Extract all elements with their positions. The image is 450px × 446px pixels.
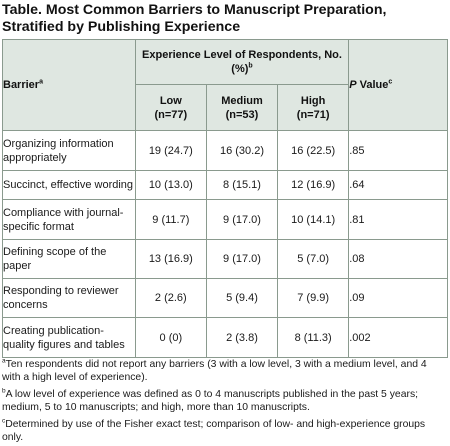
header-low-n: (n=77) <box>154 108 188 121</box>
cell-p-value: .002 <box>348 317 448 358</box>
header-experience-label: Experience Level of Respondents, No. (%) <box>142 49 342 75</box>
header-row-2: Low (n=77) Medium (n=53) High (n=71) <box>3 84 448 131</box>
cell-medium: 5 (9.4) <box>205 278 279 318</box>
header-high-label: High <box>300 94 326 107</box>
footnote-b-mark: b <box>2 387 6 395</box>
footnote-a-mark: a <box>2 357 6 365</box>
cell-medium: 8 (15.1) <box>205 170 279 200</box>
cell-barrier: Compliance with journal-specific format <box>2 199 136 240</box>
cell-high: 5 (7.0) <box>277 239 350 279</box>
header-high: High (n=71) <box>277 84 350 131</box>
footnote-mark-a: a <box>39 78 43 86</box>
header-barrier-label: Barrier <box>3 79 40 91</box>
table-title: Table. Most Common Barriers to Manuscrip… <box>2 2 387 35</box>
footnote-a-text: Ten respondents did not report any barri… <box>2 359 427 383</box>
cell-medium: 2 (3.8) <box>205 317 279 358</box>
header-p-italic: P <box>349 79 357 91</box>
cell-p-value: .85 <box>348 130 448 171</box>
header-row-1: Barriera Experience Level of Respondents… <box>2 39 448 131</box>
table-row: Organizing information appropriately 19 … <box>2 130 448 171</box>
cell-low: 13 (16.9) <box>134 239 207 279</box>
cell-p-value: .09 <box>348 278 448 318</box>
cell-high: 12 (16.9) <box>277 170 350 200</box>
footnote-mark-b: b <box>248 62 253 70</box>
table-row: Responding to reviewer concerns 2 (2.6) … <box>2 278 448 318</box>
footnote-c: cDetermined by use of the Fisher exact t… <box>2 418 448 444</box>
footnote-b: bA low level of experience was defined a… <box>2 388 448 414</box>
cell-p-value: .64 <box>348 170 448 200</box>
footnote-c-text: Determined by use of the Fisher exact te… <box>2 419 426 443</box>
cell-high: 7 (9.9) <box>277 278 350 318</box>
cell-high: 16 (22.5) <box>277 130 350 171</box>
cell-low: 9 (11.7) <box>134 199 207 240</box>
table-row: Succinct, effective wording 10 (13.0) 8 … <box>2 170 448 200</box>
header-medium-label: Medium <box>221 94 263 107</box>
cell-medium: 9 (17.0) <box>205 239 279 279</box>
table-row: Defining scope of the paper 13 (16.9) 9 … <box>2 239 448 279</box>
cell-high: 10 (14.1) <box>277 199 350 240</box>
cell-p-value: .08 <box>348 239 448 279</box>
footnote-c-mark: c <box>2 417 6 425</box>
header-experience-level: Experience Level of Respondents, No. (%)… <box>134 39 350 85</box>
cell-barrier: Defining scope of the paper <box>2 239 136 279</box>
cell-low: 19 (24.7) <box>134 130 207 171</box>
header-medium-n: (n=53) <box>225 108 259 121</box>
header-barrier: Barriera <box>2 39 136 131</box>
cell-medium: 16 (30.2) <box>205 130 279 171</box>
cell-barrier: Creating publication-quality figures and… <box>2 317 136 358</box>
cell-barrier: Responding to reviewer concerns <box>2 278 136 318</box>
cell-barrier: Organizing information appropriately <box>2 130 136 171</box>
header-medium: Medium (n=53) <box>205 84 279 131</box>
cell-low: 2 (2.6) <box>134 278 207 318</box>
header-low-label: Low <box>159 94 182 107</box>
cell-medium: 9 (17.0) <box>205 199 279 240</box>
cell-low: 10 (13.0) <box>134 170 207 200</box>
footnote-b-text: A low level of experience was defined as… <box>2 389 419 413</box>
table-row: Compliance with journal-specific format … <box>2 199 448 240</box>
cell-p-value: .81 <box>348 199 448 240</box>
barriers-table: Barriera Experience Level of Respondents… <box>2 39 448 358</box>
cell-barrier: Succinct, effective wording <box>2 170 136 200</box>
header-high-n: (n=71) <box>296 108 330 121</box>
cell-high: 8 (11.3) <box>277 317 350 358</box>
footnote-a: aTen respondents did not report any barr… <box>2 358 448 384</box>
header-p-value: P Valuec <box>348 39 448 131</box>
header-low: Low (n=77) <box>134 84 207 131</box>
table-row: Creating publication-quality figures and… <box>2 317 448 358</box>
header-p-rest: Value <box>356 79 389 91</box>
footnote-mark-c: c <box>388 78 393 86</box>
cell-low: 0 (0) <box>134 317 207 358</box>
